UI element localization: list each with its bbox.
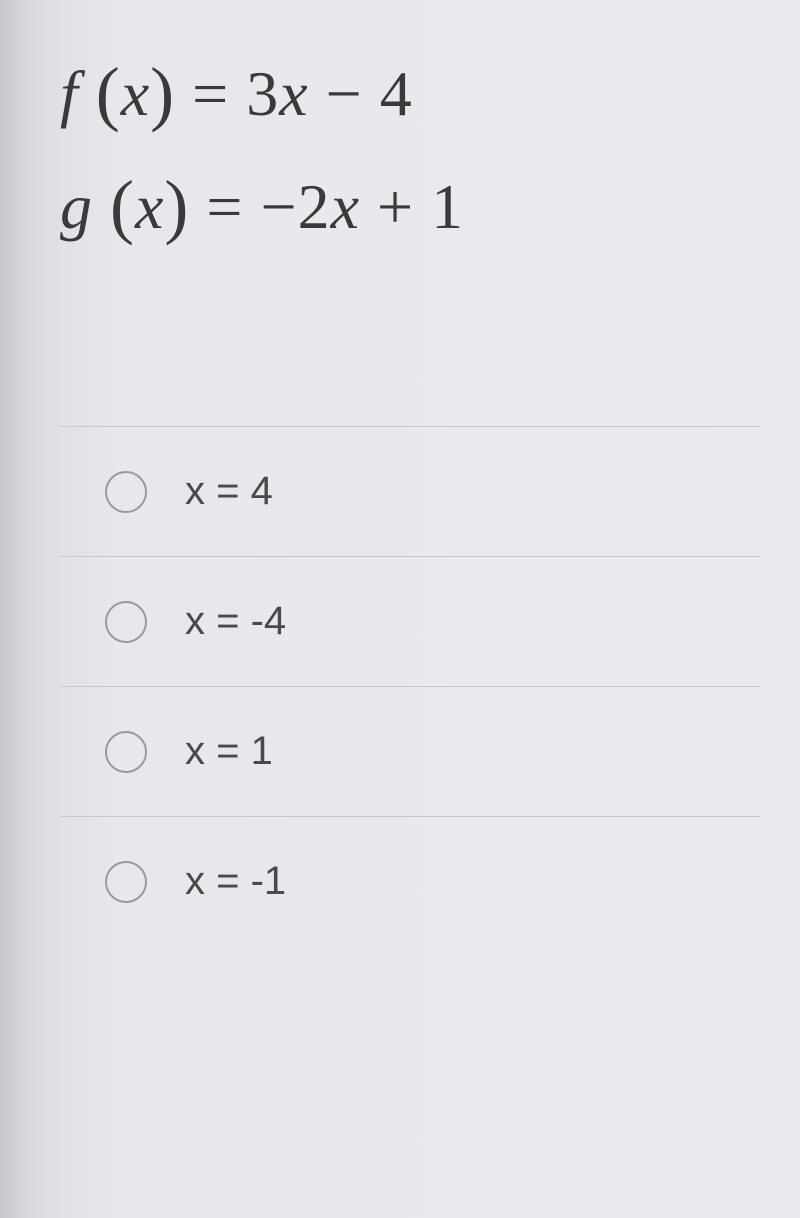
option-label: x = 4	[185, 469, 273, 514]
option-row[interactable]: x = 4	[60, 426, 760, 556]
option-label: x = 1	[185, 729, 273, 774]
option-label: x = -4	[185, 599, 286, 644]
coef: 3	[246, 58, 279, 129]
var-x: x	[121, 58, 150, 129]
func-g: g	[60, 171, 93, 242]
equals: =	[189, 171, 260, 242]
equals: =	[175, 58, 246, 129]
close-paren: )	[150, 53, 175, 133]
var-x: x	[135, 171, 164, 242]
rest: + 1	[360, 171, 464, 242]
option-label: x = -1	[185, 859, 286, 904]
radio-icon[interactable]	[105, 601, 147, 643]
option-row[interactable]: x = 1	[60, 686, 760, 816]
rest: − 4	[309, 58, 413, 129]
option-row[interactable]: x = -4	[60, 556, 760, 686]
neg-coef: −2	[260, 171, 330, 242]
radio-icon[interactable]	[105, 861, 147, 903]
var-x: x	[331, 171, 360, 242]
var-x: x	[279, 58, 308, 129]
open-paren: (	[110, 166, 135, 246]
equation-f: f (x) = 3x − 4	[60, 50, 760, 133]
equation-g: g (x) = −2x + 1	[60, 163, 760, 246]
answer-options: x = 4 x = -4 x = 1 x = -1	[60, 426, 760, 946]
radio-icon[interactable]	[105, 731, 147, 773]
close-paren: )	[164, 166, 189, 246]
radio-icon[interactable]	[105, 471, 147, 513]
open-paren: (	[96, 53, 121, 133]
option-row[interactable]: x = -1	[60, 816, 760, 946]
func-f: f	[60, 58, 79, 129]
